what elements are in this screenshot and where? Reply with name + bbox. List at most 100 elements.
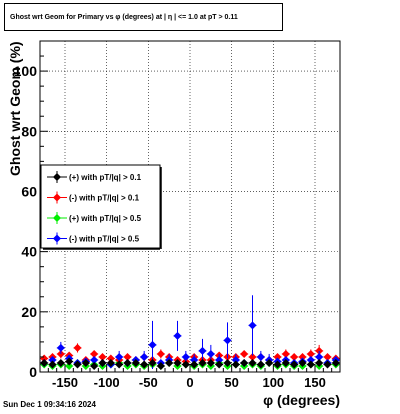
data-point	[315, 352, 324, 361]
data-point	[290, 360, 299, 369]
data-point	[73, 343, 82, 352]
legend-box	[40, 164, 161, 249]
data-point	[98, 358, 107, 367]
data-point	[223, 358, 232, 367]
data-point	[273, 360, 282, 369]
data-points	[40, 295, 340, 370]
data-point	[181, 352, 190, 361]
data-point	[223, 336, 232, 345]
data-point	[48, 360, 57, 369]
data-point	[281, 349, 290, 358]
data-point	[256, 352, 265, 361]
legend-marker	[53, 173, 61, 181]
legend-label: (-) with pT/|q| > 0.5	[69, 235, 140, 244]
data-point	[90, 361, 99, 370]
data-point	[240, 358, 249, 367]
legend-label: (-) with pT/|q| > 0.1	[69, 194, 140, 203]
y-tick-label: 40	[21, 244, 37, 260]
data-point	[306, 360, 315, 369]
data-point	[240, 349, 249, 358]
data-point	[123, 358, 132, 367]
chart-title: Ghost wrt Geom for Primary vs φ (degrees…	[10, 13, 238, 21]
y-tick-label: 80	[21, 123, 37, 139]
x-axis-label: φ (degrees)	[263, 392, 340, 408]
data-point	[256, 360, 265, 369]
data-point	[56, 358, 65, 367]
data-point	[248, 358, 257, 367]
x-tick-label: 50	[224, 375, 238, 390]
y-tick-label: 100	[14, 63, 38, 79]
data-point	[231, 360, 240, 369]
x-tick-label: -100	[94, 375, 120, 390]
data-point	[181, 360, 190, 369]
data-point	[231, 355, 240, 364]
y-tick-label: 0	[29, 364, 37, 380]
data-point	[90, 355, 99, 364]
data-point	[173, 358, 182, 367]
data-point	[40, 358, 49, 367]
data-point	[165, 358, 174, 367]
x-tick-label: 100	[262, 375, 284, 390]
data-point	[156, 361, 165, 370]
data-point	[331, 358, 340, 367]
footer-date: Sun Dec 1 09:34:16 2024	[3, 400, 96, 409]
axes: -150 -100 -50 0 50 100 150 0 20 40 60 80 100	[14, 40, 341, 390]
y-tick-label: 20	[21, 304, 37, 320]
data-point	[115, 352, 124, 361]
data-point	[306, 355, 315, 364]
data-point	[48, 355, 57, 364]
data-point	[281, 358, 290, 367]
data-point	[131, 358, 140, 367]
data-point	[98, 352, 107, 361]
data-point	[140, 352, 149, 361]
legend-marker	[53, 234, 61, 243]
data-point	[148, 358, 157, 367]
legend-marker	[53, 193, 61, 202]
x-tick-label: -150	[52, 375, 78, 390]
data-point	[173, 331, 182, 340]
data-point	[315, 358, 324, 367]
data-point	[73, 360, 82, 369]
legend-marker	[53, 214, 61, 222]
data-point	[248, 321, 257, 330]
data-point	[273, 352, 282, 361]
legend: (+) with pT/|q| > 0.1 (-) with pT/|q| > 0…	[40, 164, 162, 250]
y-tick-label: 60	[21, 183, 37, 199]
data-point	[198, 358, 207, 367]
data-point	[56, 343, 65, 352]
data-point	[65, 357, 74, 366]
series-0	[40, 357, 340, 370]
y-axis-label: Ghost wrt Geom (%)	[7, 41, 23, 176]
data-point	[298, 352, 307, 361]
data-point	[140, 360, 149, 369]
data-point	[81, 358, 90, 367]
data-point	[190, 355, 199, 364]
data-point	[198, 346, 207, 355]
data-point	[248, 352, 257, 361]
data-point	[148, 340, 157, 349]
data-point	[265, 358, 274, 367]
data-point	[65, 361, 74, 370]
data-point	[306, 349, 315, 358]
data-point	[206, 358, 215, 367]
data-point	[290, 352, 299, 361]
data-point	[123, 352, 132, 361]
data-point	[90, 349, 99, 358]
data-point	[156, 349, 165, 358]
data-point	[323, 352, 332, 361]
legend-label: (+) with pT/|q| > 0.1	[69, 173, 142, 182]
x-tick-label: -50	[139, 375, 158, 390]
data-point	[190, 360, 199, 369]
legend-label: (+) with pT/|q| > 0.5	[69, 214, 142, 223]
data-point	[215, 360, 224, 369]
data-point	[215, 355, 224, 364]
data-point	[323, 360, 332, 369]
data-point	[106, 358, 115, 367]
data-point	[106, 354, 115, 363]
x-tick-label: 0	[186, 375, 193, 390]
x-tick-label: 150	[304, 375, 326, 390]
data-point	[115, 360, 124, 369]
chart-title-box: Ghost wrt Geom for Primary vs φ (degrees…	[4, 3, 283, 31]
data-point	[298, 358, 307, 367]
